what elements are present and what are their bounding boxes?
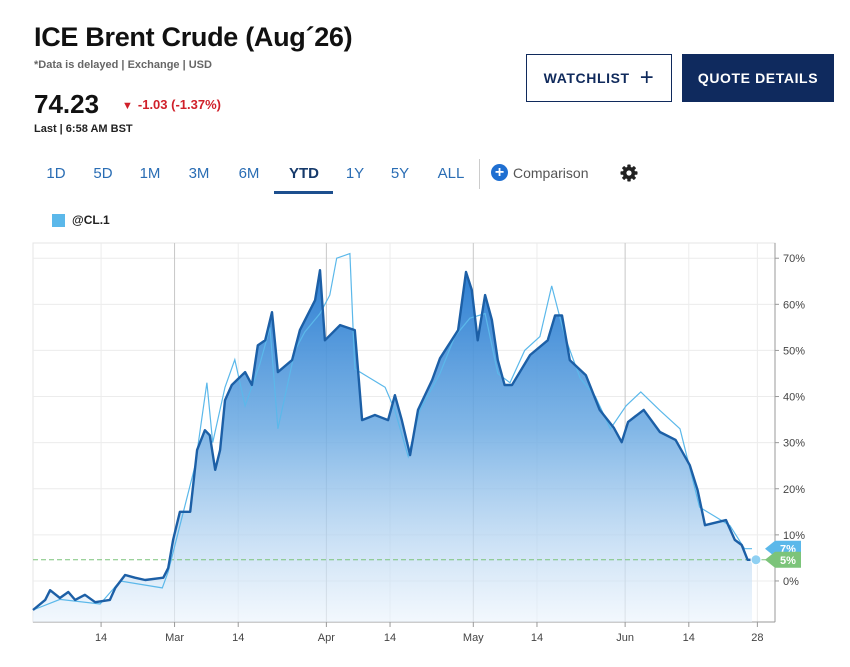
x-tick-label: Mar [165, 632, 184, 644]
down-arrow: ▼ [122, 100, 133, 112]
tab[interactable]: 3M [188, 165, 210, 182]
tab[interactable]: 5Y [390, 165, 410, 182]
x-tick-label: Apr [318, 632, 335, 644]
plus-icon: + [639, 64, 655, 91]
x-tick-label: 14 [683, 632, 695, 644]
tab-underline [274, 191, 333, 194]
button-label: QUOTE DETAILS [697, 70, 819, 86]
tab[interactable]: YTD [289, 165, 319, 182]
y-tick-label: 30% [783, 438, 805, 450]
x-tick-label: 14 [384, 632, 396, 644]
comparison-label: Comparison [513, 164, 589, 181]
x-tick-label: 14 [95, 632, 107, 644]
end-tag-label: 5% [780, 555, 796, 567]
y-tick-label: 20% [783, 484, 805, 496]
tab[interactable]: ALL [437, 165, 465, 182]
y-tick-label: 40% [783, 392, 805, 404]
main-line [32, 269, 752, 611]
comparison-button[interactable]: + Comparison [491, 164, 588, 181]
y-tick-label: 10% [783, 530, 805, 542]
tab[interactable]: 1D [46, 165, 66, 182]
y-tick-label: 0% [783, 576, 799, 588]
legend-label: @CL.1 [72, 213, 110, 227]
tab[interactable]: 5D [93, 165, 113, 182]
tab[interactable]: 1M [139, 165, 161, 182]
plus-icon: + [491, 164, 508, 181]
subtitle: *Data is delayed | Exchange | USD [34, 59, 212, 71]
title: ICE Brent Crude (Aug´26) [34, 22, 353, 52]
legend-swatch [52, 213, 65, 227]
separator [479, 159, 480, 189]
x-tick-label: 14 [531, 632, 543, 644]
x-tick-label: May [463, 632, 484, 644]
y-tick-label: 50% [783, 345, 805, 357]
tab[interactable]: 1Y [345, 165, 365, 182]
x-tick-label: Jun [616, 632, 634, 644]
y-tick-label: 60% [783, 299, 805, 311]
button-label: WATCHLIST [543, 70, 630, 86]
legend: @CL.1 [52, 213, 110, 227]
x-tick-label: 14 [232, 632, 244, 644]
y-tick-label: 70% [783, 253, 805, 265]
last-time: Last | 6:58 AM BST [34, 123, 133, 135]
quote-details-button[interactable]: QUOTE DETAILS [682, 54, 834, 102]
settings-icon[interactable] [619, 163, 639, 183]
price: 74.23 [34, 89, 100, 119]
x-tick-label: 28 [751, 632, 763, 644]
comparison-line [32, 252, 752, 611]
end-tag-shape [765, 551, 801, 568]
end-tag: 5% [765, 551, 801, 568]
change: ▼ -1.03 (-1.37%) [122, 97, 221, 112]
change-text: -1.03 (-1.37%) [137, 97, 221, 112]
last-point [750, 554, 762, 566]
watchlist-button[interactable]: WATCHLIST + [526, 54, 672, 102]
tab[interactable]: 6M [238, 165, 260, 182]
area [33, 270, 752, 622]
